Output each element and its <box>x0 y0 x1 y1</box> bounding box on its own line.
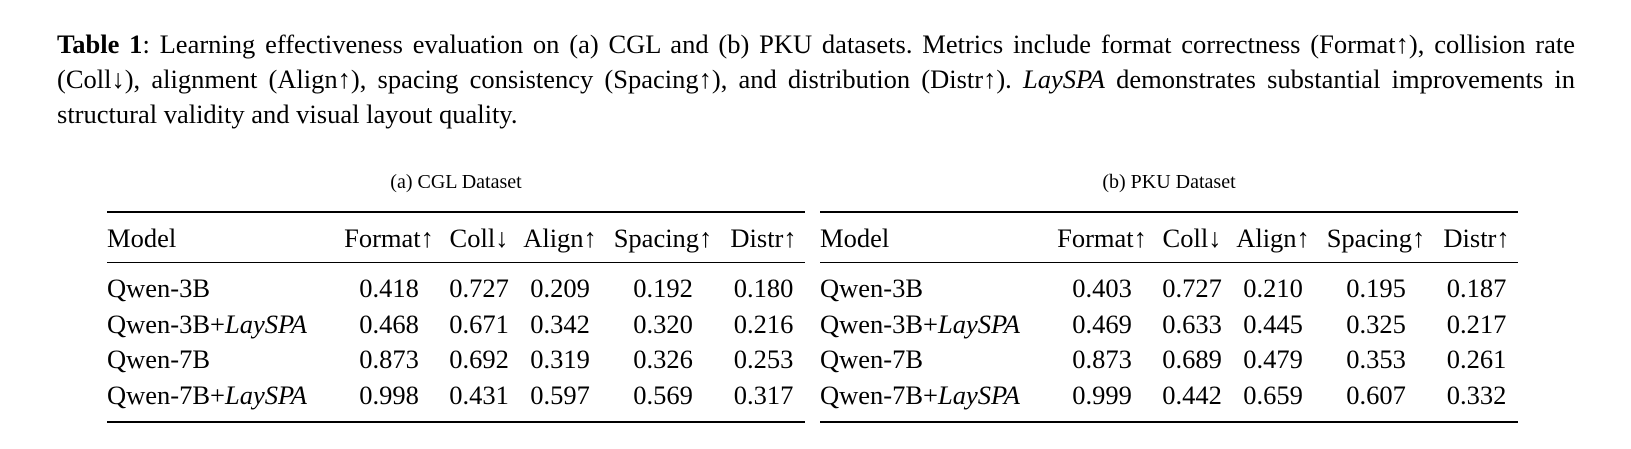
header-distr: Distr↑ <box>1443 222 1510 253</box>
model-cell: Qwen-7B+LaySPA <box>820 379 1020 410</box>
distr-cell: 0.217 <box>1446 308 1507 339</box>
header-spacing: Spacing↑ <box>613 222 713 253</box>
header-row: Model Format↑ Coll↓ Align↑ Spacing↑ Dist… <box>820 213 1518 263</box>
header-model: Model <box>107 222 177 253</box>
align-cell: 0.342 <box>530 308 590 339</box>
caption-method-name: LaySPA <box>1022 64 1105 94</box>
results-table-pku: Model Format↑ Coll↓ Align↑ Spacing↑ Dist… <box>820 213 1518 413</box>
distr-cell: 0.317 <box>733 379 794 410</box>
model-cell: Qwen-3B+LaySPA <box>820 308 1020 339</box>
header-align: Align↑ <box>1236 222 1310 253</box>
align-cell: 0.319 <box>530 344 590 375</box>
coll-cell: 0.431 <box>449 379 509 410</box>
coll-cell: 0.689 <box>1162 344 1222 375</box>
model-cell: Qwen-3B <box>107 273 211 304</box>
top-rule-cgl <box>107 211 805 213</box>
format-cell: 0.468 <box>359 308 419 339</box>
caption-text-1: Learning effectiveness evaluation on (a)… <box>57 29 1575 94</box>
coll-cell: 0.692 <box>449 344 509 375</box>
spacing-cell: 0.607 <box>1346 379 1406 410</box>
spacing-cell: 0.569 <box>633 379 693 410</box>
mid-rule-pku <box>820 262 1518 263</box>
caption-separator: : <box>142 29 160 59</box>
model-cell: Qwen-3B <box>820 273 924 304</box>
format-cell: 0.998 <box>359 379 419 410</box>
subcaption-cgl: (a) CGL Dataset <box>390 171 522 193</box>
header-coll: Coll↓ <box>449 222 509 253</box>
align-cell: 0.445 <box>1243 308 1303 339</box>
table-row: Qwen-7B 0.873 0.689 0.479 0.353 0.261 <box>820 342 1518 378</box>
table-row: Qwen-7B+LaySPA 0.998 0.431 0.597 0.569 0… <box>107 378 805 414</box>
results-table-cgl: Model Format↑ Coll↓ Align↑ Spacing↑ Dist… <box>107 213 805 413</box>
table-row: Qwen-7B+LaySPA 0.999 0.442 0.659 0.607 0… <box>820 378 1518 414</box>
distr-cell: 0.187 <box>1446 273 1507 304</box>
spacing-cell: 0.320 <box>633 308 693 339</box>
header-distr: Distr↑ <box>730 222 797 253</box>
distr-cell: 0.253 <box>733 344 794 375</box>
coll-cell: 0.442 <box>1162 379 1222 410</box>
top-rule-pku <box>820 211 1518 213</box>
caption-text-2: demonstrates substantial improvements in… <box>57 64 1575 129</box>
mid-rule-cgl <box>107 262 805 263</box>
bottom-rule-pku <box>820 421 1518 423</box>
distr-cell: 0.180 <box>733 273 794 304</box>
coll-cell: 0.671 <box>449 308 509 339</box>
coll-cell: 0.633 <box>1162 308 1222 339</box>
align-cell: 0.210 <box>1243 273 1303 304</box>
spacing-cell: 0.325 <box>1346 308 1406 339</box>
format-cell: 0.469 <box>1072 308 1132 339</box>
header-align: Align↑ <box>523 222 597 253</box>
header-coll: Coll↓ <box>1162 222 1222 253</box>
model-cell: Qwen-3B+LaySPA <box>107 308 307 339</box>
spacing-cell: 0.195 <box>1346 273 1406 304</box>
format-cell: 0.999 <box>1072 379 1132 410</box>
header-spacing: Spacing↑ <box>1326 222 1426 253</box>
table-row: Qwen-3B+LaySPA 0.469 0.633 0.445 0.325 0… <box>820 307 1518 343</box>
bottom-rule-cgl <box>107 421 805 423</box>
distr-cell: 0.332 <box>1446 379 1507 410</box>
format-cell: 0.403 <box>1072 273 1132 304</box>
align-cell: 0.597 <box>530 379 590 410</box>
spacing-cell: 0.353 <box>1346 344 1406 375</box>
align-cell: 0.479 <box>1243 344 1303 375</box>
coll-cell: 0.727 <box>1162 273 1222 304</box>
coll-cell: 0.727 <box>449 273 509 304</box>
subcaption-pku: (b) PKU Dataset <box>1102 171 1236 193</box>
align-cell: 0.659 <box>1243 379 1303 410</box>
header-row: Model Format↑ Coll↓ Align↑ Spacing↑ Dist… <box>107 213 805 263</box>
format-cell: 0.418 <box>359 273 419 304</box>
distr-cell: 0.216 <box>733 308 794 339</box>
table-row: Qwen-3B 0.403 0.727 0.210 0.195 0.187 <box>820 263 1518 307</box>
table-row: Qwen-3B 0.418 0.727 0.209 0.192 0.180 <box>107 263 805 307</box>
header-format: Format↑ <box>344 222 434 253</box>
table-caption: Table 1: Learning effectiveness evaluati… <box>57 27 1575 132</box>
spacing-cell: 0.326 <box>633 344 693 375</box>
format-cell: 0.873 <box>359 344 419 375</box>
header-format: Format↑ <box>1057 222 1147 253</box>
distr-cell: 0.261 <box>1446 344 1507 375</box>
table-row: Qwen-3B+LaySPA 0.468 0.671 0.342 0.320 0… <box>107 307 805 343</box>
align-cell: 0.209 <box>530 273 590 304</box>
model-cell: Qwen-7B+LaySPA <box>107 379 307 410</box>
caption-label: Table 1 <box>57 29 143 59</box>
model-cell: Qwen-7B <box>107 344 211 375</box>
table-row: Qwen-7B 0.873 0.692 0.319 0.326 0.253 <box>107 342 805 378</box>
spacing-cell: 0.192 <box>633 273 693 304</box>
model-cell: Qwen-7B <box>820 344 924 375</box>
format-cell: 0.873 <box>1072 344 1132 375</box>
header-model: Model <box>820 222 890 253</box>
